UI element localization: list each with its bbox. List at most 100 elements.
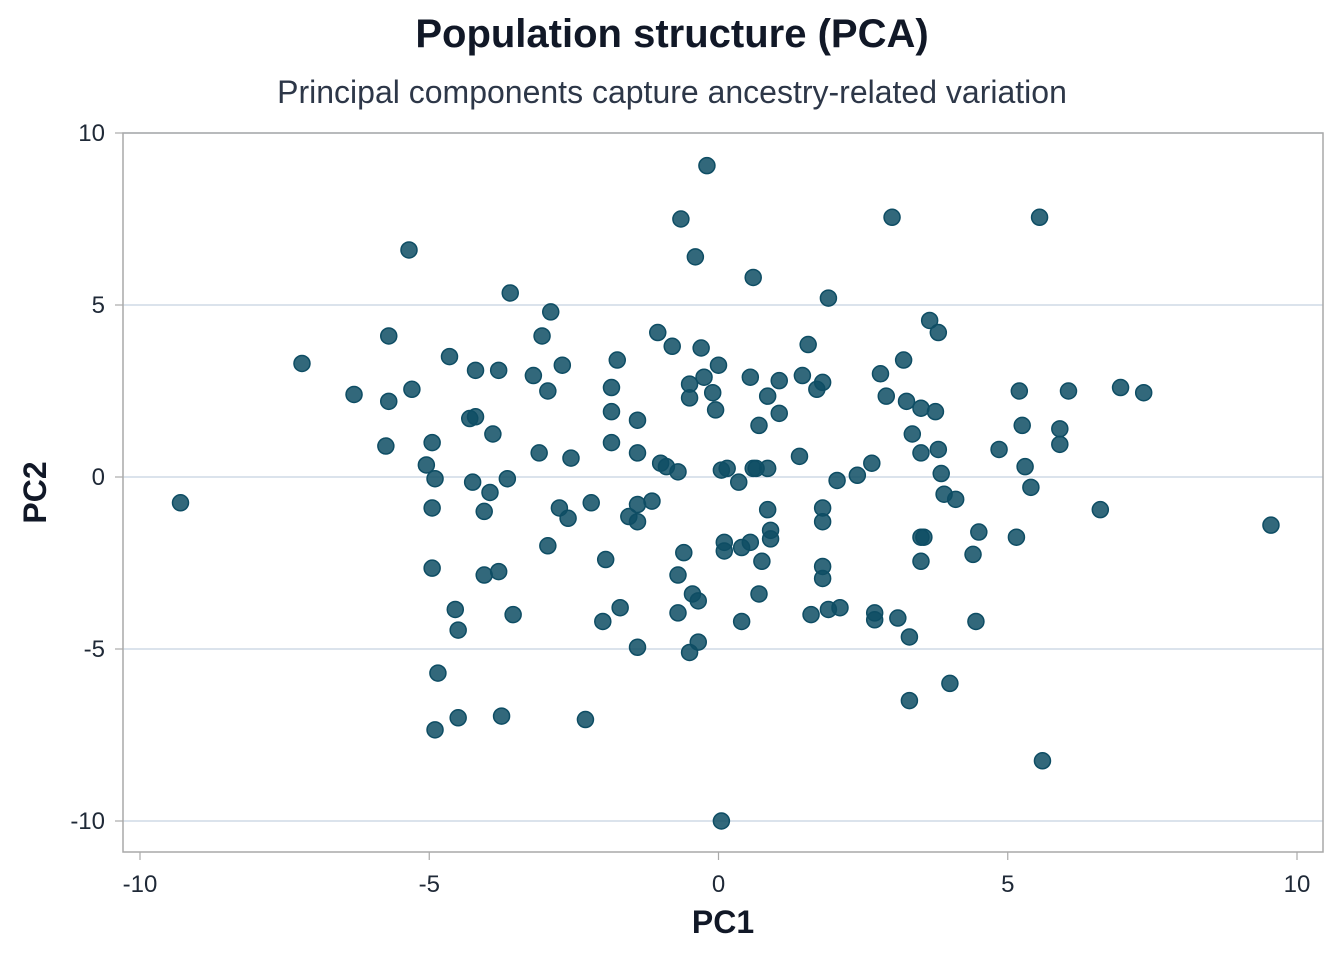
data-point [703,383,722,402]
data-point [718,459,736,478]
data-point [964,545,982,564]
data-point [501,284,519,302]
y-tick-label: 0 [92,464,105,491]
data-point [912,444,930,462]
data-point [877,387,896,405]
data-point [689,592,708,610]
data-point [649,323,667,342]
data-point [1134,383,1153,402]
data-point [669,463,687,481]
data-point [900,628,919,646]
data-point [345,385,363,404]
data-point [475,502,493,521]
data-point [790,447,809,466]
y-tick-label: 5 [92,292,105,319]
data-point [643,492,661,510]
data-point [377,437,395,455]
data-point [741,533,760,552]
data-point [504,605,522,624]
data-point [611,598,629,617]
data-point [423,499,441,517]
data-point [802,605,820,624]
data-point [828,471,846,490]
data-point [628,495,647,514]
data-point [446,600,465,619]
data-point [1051,420,1069,438]
data-point [715,542,734,560]
data-point [889,609,907,627]
data-point [553,356,572,374]
x-axis-title: PC1 [692,904,754,940]
data-point [380,392,398,411]
data-point [750,585,768,603]
data-point [628,411,647,429]
data-point [466,408,485,426]
data-point [770,371,788,390]
data-point [669,566,687,584]
x-axis: -10 -5 0 5 10 [123,852,1310,898]
data-point [484,425,502,443]
data-point [946,490,965,509]
data-point [440,347,459,366]
data-point [423,433,441,452]
data-point [970,523,988,541]
x-tick-label: -10 [123,871,158,898]
data-point [628,638,647,657]
data-point [463,473,482,491]
data-point [1007,528,1026,546]
data-point [692,339,710,357]
data-point [695,368,713,386]
data-point [883,208,901,227]
data-point [912,399,930,417]
data-point [967,612,985,631]
data-point [689,633,708,651]
data-point [628,512,647,531]
data-point [423,559,441,577]
data-point [813,373,832,392]
data-point [498,469,517,488]
data-point [813,512,832,531]
data-point [602,433,621,452]
data-point [709,356,728,374]
data-point [920,311,939,330]
data-point [900,691,919,710]
data-point [680,389,699,407]
data-point [489,361,508,380]
data-point [1010,382,1029,400]
data-point [541,303,560,321]
data-point [481,483,499,502]
data-point [1013,416,1031,435]
data-point [582,494,600,512]
data-point [758,500,777,519]
data-point [770,404,788,423]
y-axis: 10 5 0 -5 -10 [70,120,123,835]
data-point [871,365,890,383]
data-point [915,528,933,546]
data-point [533,327,551,345]
data-point [753,552,771,571]
data-point [1016,457,1034,476]
data-point [1091,500,1110,519]
data-point [1059,382,1078,400]
data-point [559,509,577,528]
data-point [608,351,627,369]
data-point [712,812,731,830]
data-point [865,611,884,629]
data-point [813,569,832,588]
data-point [741,368,760,386]
data-point [417,456,436,474]
data-point [475,566,493,584]
data-point [596,550,615,569]
data-point [758,387,777,405]
x-tick-label: -5 [419,871,440,898]
data-point [492,707,511,725]
data-point [672,210,690,228]
data-point [819,289,838,307]
data-point [941,674,959,693]
data-point [750,416,768,435]
data-point [426,721,444,739]
data-point [1022,478,1040,497]
data-point [929,323,948,342]
x-tick-label: 5 [1001,871,1014,898]
